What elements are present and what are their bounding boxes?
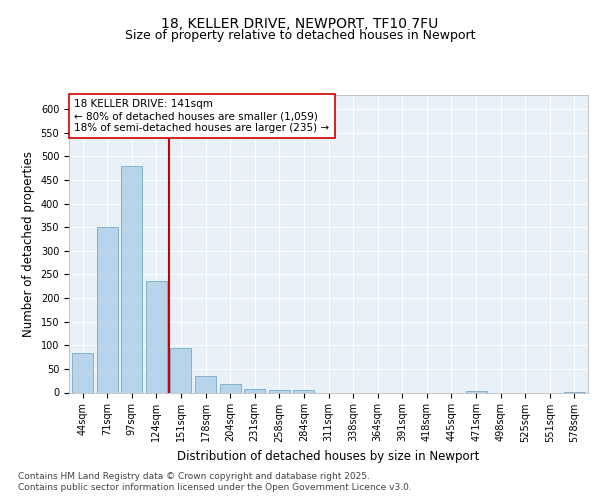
Y-axis label: Number of detached properties: Number of detached properties — [22, 151, 35, 337]
Bar — [220, 384, 241, 392]
Text: 18 KELLER DRIVE: 141sqm
← 80% of detached houses are smaller (1,059)
18% of semi: 18 KELLER DRIVE: 141sqm ← 80% of detache… — [74, 100, 329, 132]
Text: Contains HM Land Registry data © Crown copyright and database right 2025.: Contains HM Land Registry data © Crown c… — [18, 472, 370, 481]
Bar — [466, 391, 487, 392]
Text: Size of property relative to detached houses in Newport: Size of property relative to detached ho… — [125, 29, 475, 42]
Text: 18, KELLER DRIVE, NEWPORT, TF10 7FU: 18, KELLER DRIVE, NEWPORT, TF10 7FU — [161, 18, 439, 32]
Bar — [170, 348, 191, 393]
Bar — [293, 390, 314, 392]
Bar — [195, 376, 216, 392]
Bar — [269, 390, 290, 392]
Bar — [72, 354, 93, 393]
Bar — [97, 227, 118, 392]
X-axis label: Distribution of detached houses by size in Newport: Distribution of detached houses by size … — [178, 450, 479, 463]
Bar — [244, 389, 265, 392]
Text: Contains public sector information licensed under the Open Government Licence v3: Contains public sector information licen… — [18, 483, 412, 492]
Bar — [121, 166, 142, 392]
Bar — [146, 281, 167, 392]
